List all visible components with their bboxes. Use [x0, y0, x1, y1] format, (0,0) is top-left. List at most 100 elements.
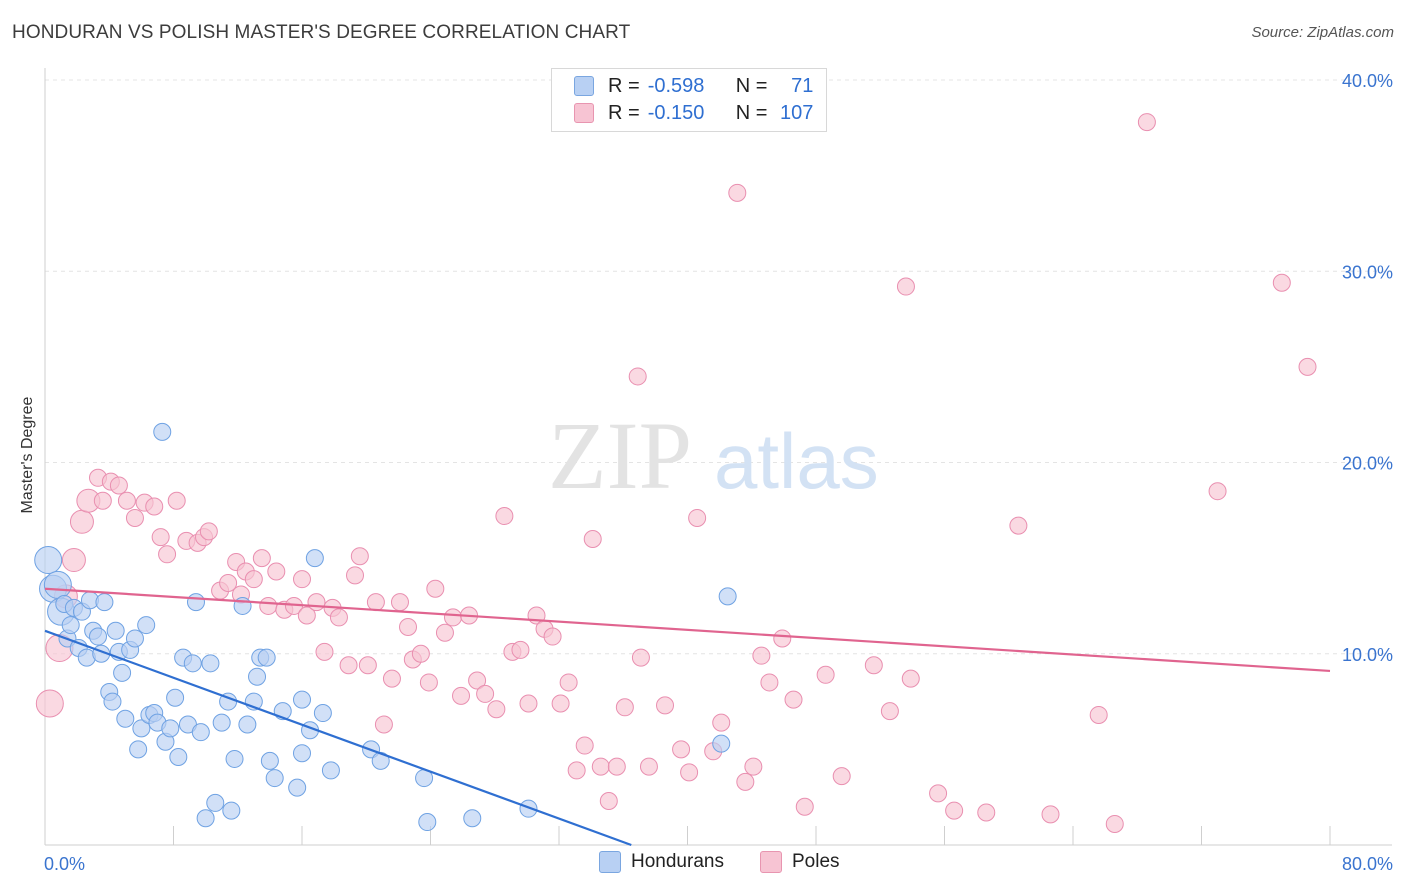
honduran-point	[166, 688, 185, 707]
trend-lines	[44, 587, 1331, 847]
poles-point	[199, 522, 218, 541]
poles-point	[712, 713, 731, 732]
poles-swatch	[574, 103, 594, 123]
poles-point	[346, 566, 365, 585]
poles-point	[880, 702, 899, 721]
poles-point	[307, 593, 326, 612]
honduran-point	[222, 801, 241, 820]
poles-point	[158, 545, 177, 564]
poles-point	[151, 528, 170, 547]
honduran-point	[248, 667, 267, 686]
poles-point	[599, 792, 618, 811]
poles-point	[1009, 516, 1028, 535]
poles-point	[252, 549, 271, 568]
poles-point	[487, 700, 506, 719]
honduran-point	[418, 813, 437, 832]
r-label: R =	[608, 101, 640, 124]
honduran-point	[132, 719, 151, 738]
n-value: 71	[791, 74, 814, 97]
poles-point	[259, 596, 278, 615]
poles-point	[511, 640, 530, 659]
poles-point	[864, 656, 883, 675]
poles-point	[760, 673, 779, 692]
poles-point	[61, 548, 86, 573]
poles-point	[468, 671, 487, 690]
poles-point	[374, 715, 393, 734]
honduran-point	[519, 799, 538, 818]
poles-point	[832, 767, 851, 786]
honduran-point	[225, 749, 244, 768]
poles-point	[519, 694, 538, 713]
poles-point	[1105, 814, 1124, 833]
poles-point	[736, 772, 755, 791]
poles-point	[752, 646, 771, 665]
honduran-point	[712, 734, 731, 753]
poles-point	[567, 761, 586, 780]
poles-point	[350, 547, 369, 566]
legend-row-hondurans: R = -0.598 N = 71	[574, 73, 813, 99]
poles-point	[680, 763, 699, 782]
hondurans-legend-label: Hondurans	[631, 851, 724, 872]
poles-trend-line	[44, 587, 1331, 673]
poles-point	[69, 509, 94, 534]
source-label: Source: ZipAtlas.com	[1251, 24, 1394, 41]
poles-point	[382, 669, 401, 688]
poles-point	[631, 648, 650, 667]
poles-point	[244, 570, 263, 589]
chart-title: HONDURAN VS POLISH MASTER'S DEGREE CORRE…	[12, 22, 631, 43]
poles-point	[35, 689, 64, 718]
poles-point	[358, 656, 377, 675]
honduran-point	[103, 692, 122, 711]
honduran-point	[153, 422, 172, 441]
poles-point	[1089, 705, 1108, 724]
poles-point	[929, 784, 948, 803]
hondurans-swatch	[574, 76, 594, 96]
poles-point	[366, 593, 385, 612]
poles-point	[1208, 482, 1227, 501]
n-label: N =	[735, 74, 768, 97]
honduran-point	[265, 769, 284, 788]
honduran-point	[89, 627, 108, 646]
poles-point	[117, 491, 136, 510]
correlation-legend: R = -0.598 N = 71 R = -0.150 N = 107	[551, 68, 827, 132]
honduran-point	[129, 740, 148, 759]
legend-item-hondurans: Hondurans	[599, 851, 724, 873]
poles-point	[109, 476, 128, 495]
poles-point	[896, 277, 915, 296]
poles-point	[411, 644, 430, 663]
r-label: R =	[608, 74, 640, 97]
poles-point	[795, 797, 814, 816]
legend-item-poles: Poles	[760, 851, 840, 873]
honduran-point	[191, 723, 210, 742]
honduran-point	[169, 748, 188, 767]
poles-points	[35, 113, 1317, 833]
poles-point	[293, 570, 311, 589]
honduran-point	[106, 621, 125, 640]
honduran-point	[61, 616, 80, 635]
poles-point	[1272, 273, 1291, 292]
poles-point	[656, 696, 675, 715]
watermark-atlas: atlas	[714, 417, 879, 505]
honduran-point	[293, 690, 311, 709]
poles-point	[901, 669, 920, 688]
poles-point	[495, 507, 514, 526]
poles-point	[672, 740, 691, 759]
legend-row-poles: R = -0.150 N = 107	[574, 100, 813, 126]
honduran-point	[34, 546, 63, 575]
poles-point	[476, 684, 495, 703]
poles-point	[784, 690, 803, 709]
poles-point	[773, 629, 792, 648]
n-value: 107	[780, 101, 814, 124]
hondurans-trend-line	[44, 629, 632, 847]
poles-point	[744, 757, 763, 776]
poles-point	[125, 508, 144, 527]
poles-point	[628, 367, 647, 386]
y-axis-label: Master's Degree	[19, 396, 36, 513]
honduran-point	[260, 751, 279, 770]
honduran-point	[321, 761, 340, 780]
poles-point	[551, 694, 570, 713]
poles-legend-swatch	[760, 851, 782, 873]
poles-point	[945, 801, 964, 820]
poles-point	[607, 757, 626, 776]
r-value: -0.598	[647, 74, 705, 97]
